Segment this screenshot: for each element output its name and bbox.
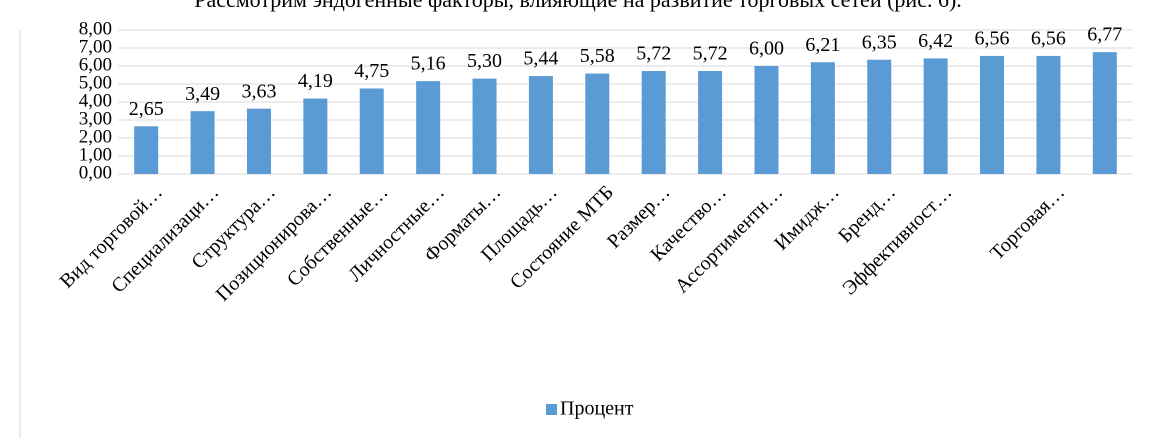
bar	[810, 62, 835, 174]
bar	[1036, 55, 1061, 174]
x-tick-label: Вид торговой…	[56, 181, 167, 292]
y-tick-label: 1,00	[79, 144, 112, 165]
value-label: 5,72	[636, 43, 671, 65]
bar	[698, 71, 723, 174]
value-label: 5,30	[467, 50, 502, 72]
y-tick-label: 2,00	[79, 126, 112, 147]
legend-label: Процент	[560, 398, 634, 420]
caption: Рассмотрим эндогенные факторы, влияющие …	[194, 0, 962, 12]
x-tick-label: Торговая…	[986, 181, 1069, 264]
value-label: 5,58	[580, 45, 615, 67]
x-tick-label: Личностные…	[344, 181, 449, 286]
value-label: 6,21	[805, 34, 840, 56]
value-label: 3,63	[241, 80, 276, 102]
y-tick-label: 8,00	[79, 18, 112, 39]
value-label: 6,35	[862, 31, 897, 53]
bar	[641, 71, 666, 174]
bar	[472, 78, 497, 174]
value-label: 2,65	[129, 98, 164, 120]
legend-swatch	[546, 404, 557, 415]
y-tick-label: 0,00	[79, 162, 112, 183]
bar	[585, 73, 610, 174]
y-tick-label: 7,00	[79, 36, 112, 57]
value-label: 6,00	[749, 38, 784, 60]
bar	[416, 81, 441, 174]
bar	[359, 88, 384, 174]
bar	[246, 108, 271, 174]
y-tick-label: 3,00	[79, 108, 112, 129]
bar	[1092, 52, 1117, 174]
bar	[528, 76, 553, 174]
value-label: 5,72	[693, 43, 728, 65]
value-label: 4,19	[298, 70, 333, 92]
x-tick-label: Собственные…	[283, 181, 393, 291]
value-label: 4,75	[354, 60, 389, 82]
y-tick-label: 4,00	[79, 90, 112, 111]
bar	[867, 59, 892, 175]
value-label: 6,56	[975, 28, 1010, 50]
value-label: 3,49	[185, 83, 220, 105]
bar	[303, 98, 328, 174]
bar	[134, 126, 159, 174]
bar	[754, 66, 779, 174]
y-tick-label: 5,00	[79, 72, 112, 93]
value-label: 5,44	[523, 48, 558, 70]
bar	[980, 55, 1005, 174]
value-label: 6,42	[918, 30, 953, 52]
y-tick-label: 6,00	[79, 54, 112, 75]
value-label: 6,77	[1087, 24, 1122, 46]
x-tick-label: Состояние МТБ	[506, 181, 618, 293]
bar	[190, 111, 215, 174]
value-label: 6,56	[1031, 28, 1066, 50]
bar	[923, 58, 948, 174]
value-label: 5,16	[411, 53, 446, 75]
